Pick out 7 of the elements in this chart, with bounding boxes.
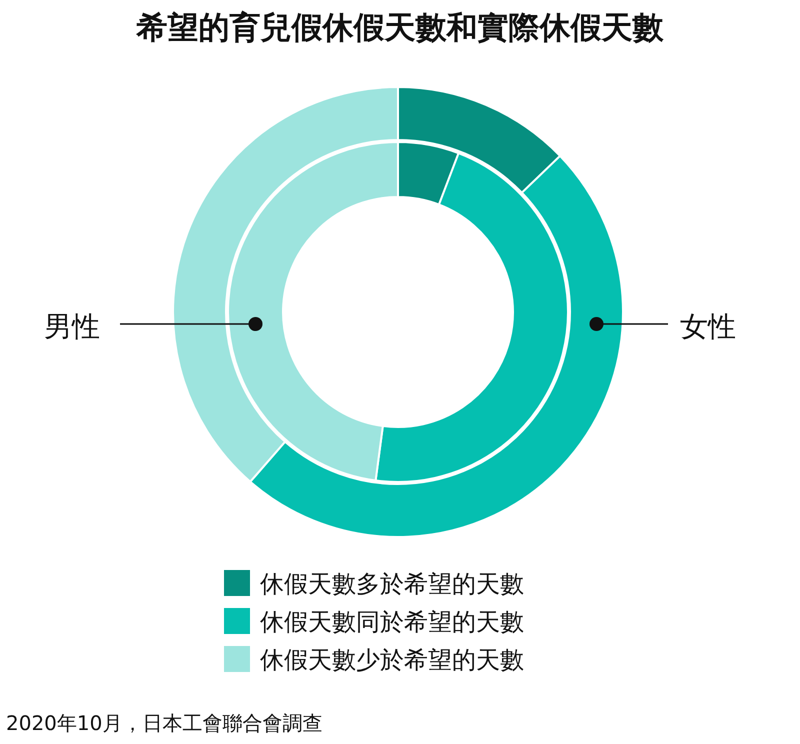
legend-label: 休假天數少於希望的天數 [260, 646, 524, 674]
text: 2020年10月，日本工會聯合會調查 [6, 711, 322, 735]
chart-title: 希望的育兒假休假天數和實際休假天數 [136, 10, 664, 46]
legend-label: 休假天數多於希望的天數 [260, 570, 524, 598]
slice-label: 男性 [44, 310, 100, 343]
legend-label: 休假天數同於希望的天數 [260, 608, 524, 636]
slice-label: 女性 [680, 310, 736, 343]
